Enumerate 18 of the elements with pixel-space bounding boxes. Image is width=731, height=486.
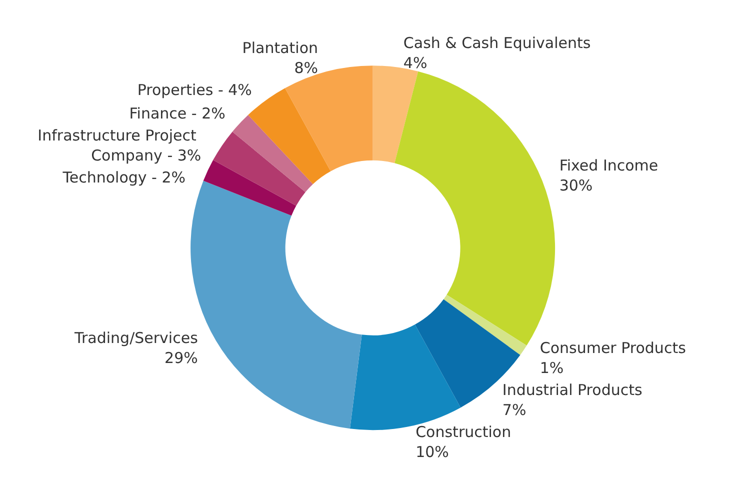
slice-label: Plantation xyxy=(242,38,318,57)
slice-label: Cash & Cash Equivalents xyxy=(403,34,591,52)
slice-label: Infrastructure Project Company - 3% xyxy=(38,126,202,165)
data-label: 10% xyxy=(416,443,449,462)
data-label: 7% xyxy=(502,401,526,420)
slice-label: Consumer Products xyxy=(540,339,686,358)
slice-label: Properties - 4% xyxy=(137,80,252,99)
slice-label: Fixed Income xyxy=(559,156,658,175)
slice-label: Construction xyxy=(416,423,512,442)
slice-label: Technology - 2% xyxy=(62,168,186,187)
data-label: 1% xyxy=(540,359,564,378)
data-label: 30% xyxy=(559,176,593,195)
slice-label: Industrial Products xyxy=(502,381,642,400)
data-label: 8% xyxy=(294,58,318,77)
slice-label: Finance - 2% xyxy=(129,104,226,123)
data-label: 29% xyxy=(164,348,198,367)
slice-label: Trading/Services xyxy=(74,328,198,347)
data-label: 4% xyxy=(403,54,428,72)
